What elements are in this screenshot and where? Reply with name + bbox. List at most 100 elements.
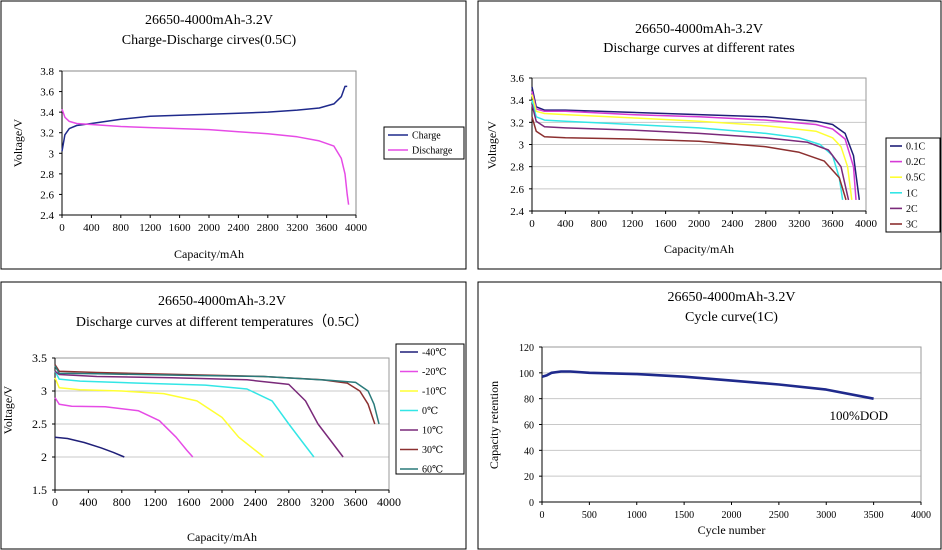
chart3-x-tick-label: 400 <box>79 495 97 509</box>
chart1-x-tick-label: 2000 <box>198 222 221 234</box>
chart3-legend-label-6: 30℃ <box>422 445 443 456</box>
chart4-y-tick-label: 120 <box>519 343 534 354</box>
chart1-x-tick-label: 3200 <box>286 222 309 234</box>
chart2-y-tick-label: 2.6 <box>510 184 524 196</box>
chart1-y-tick-label: 2.4 <box>40 210 54 222</box>
chart1-x-tick-label: 400 <box>83 222 100 234</box>
chart1-legend-label-2: Discharge <box>412 146 453 157</box>
chart4-y-tick-label: 0 <box>529 498 534 509</box>
chart3-x-tick-label: 3600 <box>344 495 368 509</box>
chart2-legend-label-3: 0.5C <box>906 173 926 184</box>
chart3-x-tick-label: 2400 <box>243 495 267 509</box>
chart3-legend-label-1: -40℃ <box>422 348 447 359</box>
chart2-x-tick-label: 3600 <box>822 218 845 230</box>
chart2-legend-label-2: 0.2C <box>906 157 926 168</box>
chart3-x-axis-label: Capacity/mAh <box>187 530 257 544</box>
chart1-series-line-1 <box>61 85 348 152</box>
chart1-legend <box>383 126 465 160</box>
chart2-series-line-1 <box>531 86 861 200</box>
chart3-legend-label-5: 10℃ <box>422 426 443 437</box>
chart1-series-line-2 <box>61 108 350 205</box>
chart3-series-line-2 <box>54 397 194 458</box>
chart1-x-tick-label: 1200 <box>139 222 162 234</box>
chart1-y-tick-label: 3.8 <box>40 66 54 78</box>
chart4-x-axis-label: Cycle number <box>698 523 766 537</box>
chart1-y-axis-label: Voltage/V <box>11 118 25 167</box>
chart1-y-tick-label: 2.8 <box>40 169 54 181</box>
chart2-y-axis-label: Voltage/V <box>485 120 499 169</box>
chart2-legend-label-5: 2C <box>906 204 918 215</box>
chart2-series-line-5 <box>531 104 850 201</box>
chart1-x-tick-label: 4000 <box>345 222 368 234</box>
chart3-y-axis-label: Voltage/V <box>1 385 15 434</box>
chart2-y-tick-label: 3.2 <box>510 117 524 129</box>
chart4-x-tick-label: 2000 <box>722 510 742 521</box>
chart2-y-tick-label: 2.8 <box>510 162 524 174</box>
chart1-subtitle: Charge-Discharge cirves(0.5C) <box>122 33 297 48</box>
chart1-x-tick-label: 0 <box>59 222 65 234</box>
chart2-series-line-2 <box>531 91 857 200</box>
chart3-x-tick-label: 4000 <box>377 495 401 509</box>
chart4-x-tick-label: 0 <box>540 510 545 521</box>
chart3-y-tick-label: 3.5 <box>32 351 47 365</box>
chart2-x-tick-label: 1200 <box>621 218 644 230</box>
chart2-legend-label-6: 3C <box>906 220 918 231</box>
chart1-y-tick-label: 3 <box>49 148 55 160</box>
chart4-x-tick-label: 2500 <box>769 510 789 521</box>
chart3-y-tick-label: 2 <box>41 450 47 464</box>
chart2-series-line-3 <box>531 94 853 200</box>
chart3-y-tick-label: 1.5 <box>32 483 47 497</box>
chart4-y-axis-label: Capacity retention <box>487 381 501 469</box>
chart1-x-tick-label: 2400 <box>227 222 250 234</box>
chart3-subtitle: Discharge curves at different temperatur… <box>76 314 368 330</box>
chart2-x-tick-label: 0 <box>529 218 535 230</box>
chart4-title: 26650-4000mAh-3.2V <box>668 290 796 305</box>
chart2-y-tick-label: 3.4 <box>510 95 524 107</box>
chart3-legend-label-3: -10℃ <box>422 387 447 398</box>
chart1-y-tick-label: 3.4 <box>40 107 54 119</box>
chart3-legend-label-7: 60℃ <box>422 465 443 476</box>
chart4-x-tick-label: 3500 <box>864 510 884 521</box>
chart2-x-tick-label: 1600 <box>655 218 678 230</box>
chart3-series-line-5 <box>54 370 344 458</box>
chart1-x-tick-label: 2800 <box>257 222 280 234</box>
chart2-x-tick-label: 3200 <box>788 218 811 230</box>
chart1-x-tick-label: 1600 <box>169 222 192 234</box>
chart2-y-tick-label: 3.6 <box>510 73 524 85</box>
chart4-series-line-1 <box>541 370 874 400</box>
chart3-series-line-4 <box>54 370 315 458</box>
chart2-x-tick-label: 2400 <box>721 218 744 230</box>
chart4-y-tick-label: 100 <box>519 369 534 380</box>
chart2-x-tick-label: 2800 <box>755 218 778 230</box>
chart2-panel <box>477 0 942 270</box>
chart1-legend-label-1: Charge <box>412 131 441 142</box>
chart1-x-tick-label: 3600 <box>316 222 339 234</box>
chart2-y-tick-label: 3 <box>519 140 525 152</box>
chart3-x-tick-label: 0 <box>52 495 58 509</box>
chart2-series-line-4 <box>531 100 844 201</box>
chart3-x-tick-label: 800 <box>113 495 131 509</box>
chart4-y-tick-label: 40 <box>524 446 534 457</box>
chart1-x-tick-label: 800 <box>113 222 130 234</box>
chart3-x-tick-label: 2000 <box>210 495 234 509</box>
chart3-x-tick-label: 1600 <box>177 495 201 509</box>
chart3-x-tick-label: 2800 <box>277 495 301 509</box>
chart3-legend-label-4: 0℃ <box>422 406 438 417</box>
chart3-series-line-7 <box>54 365 380 425</box>
chart3-series-line-1 <box>54 436 125 458</box>
chart2-series-line-6 <box>531 116 847 201</box>
chart3-y-tick-label: 3 <box>41 384 47 398</box>
chart4-panel <box>477 281 942 550</box>
chart4-y-tick-label: 80 <box>524 395 534 406</box>
chart3-x-tick-label: 1200 <box>143 495 167 509</box>
chart2-x-tick-label: 800 <box>591 218 608 230</box>
chart4-annotation: 100%DOD <box>830 408 889 423</box>
chart4-subtitle: Cycle curve(1C) <box>685 310 778 325</box>
chart2-x-tick-label: 400 <box>557 218 574 230</box>
chart1-y-tick-label: 2.6 <box>40 189 54 201</box>
chart4-x-tick-label: 3000 <box>816 510 836 521</box>
chart1-y-tick-label: 3.2 <box>40 128 54 140</box>
chart3-y-tick-label: 2.5 <box>32 417 47 431</box>
chart2-title: 26650-4000mAh-3.2V <box>635 22 763 37</box>
